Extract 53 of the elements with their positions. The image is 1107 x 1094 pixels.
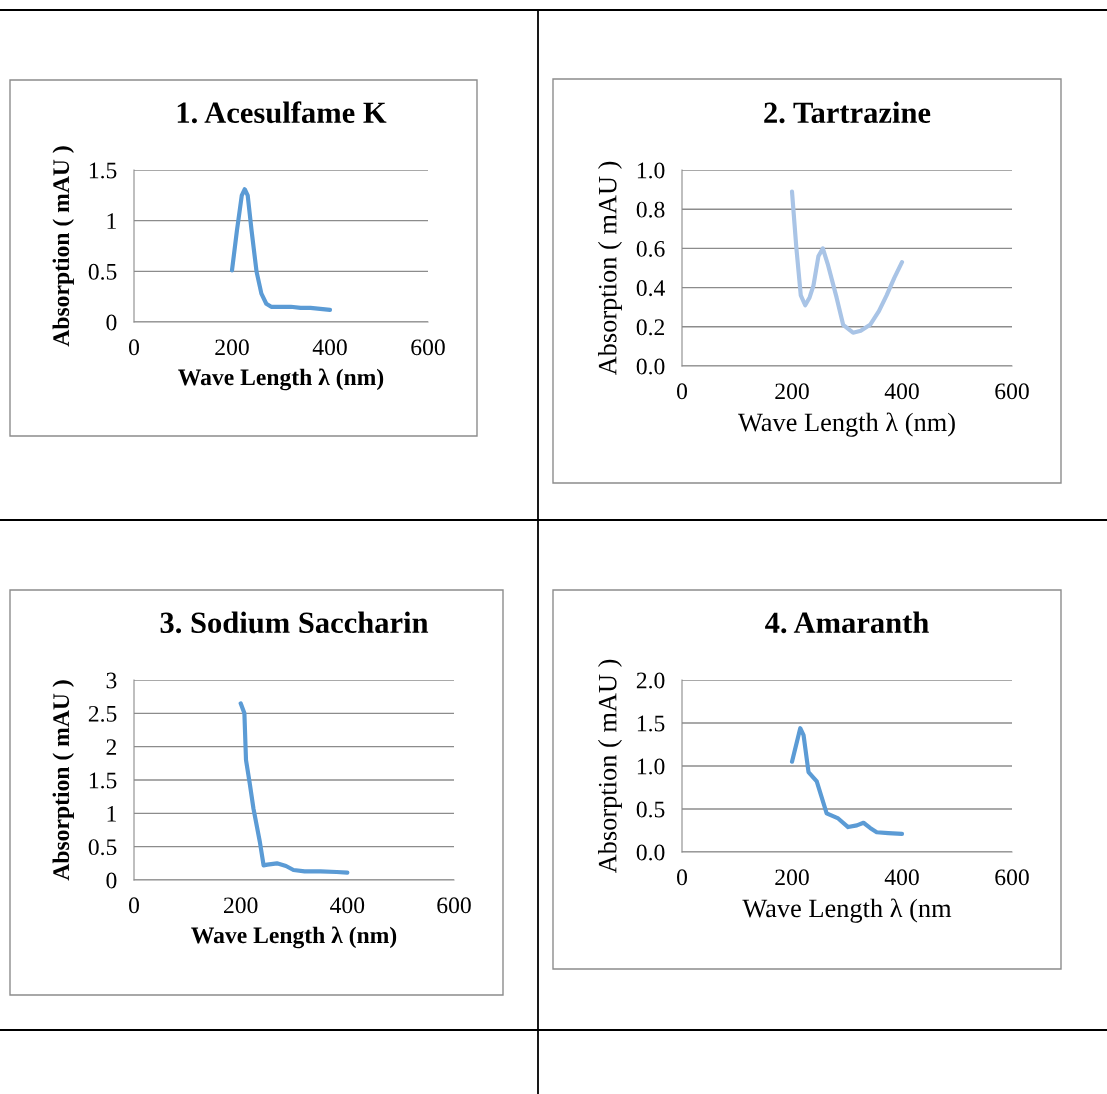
x-tick-label: 400 <box>312 339 347 356</box>
y-tick-label: 0.5 <box>88 263 117 280</box>
x-tick-label: 200 <box>224 897 258 914</box>
y-axis-title: Absorption ( mAU ) <box>598 161 622 376</box>
x-tick-label: 200 <box>775 383 809 400</box>
y-axis-title: Absorption ( mAU ) <box>52 146 74 347</box>
line-series <box>238 701 350 875</box>
y-tick-label: 0.2 <box>636 319 665 336</box>
y-tick-label: 3 <box>106 672 117 689</box>
x-axis-title: Wave Length λ (nm) <box>178 368 384 391</box>
y-tick-label: 0.0 <box>636 358 665 375</box>
x-tick-label: 0 <box>677 869 687 886</box>
x-tick-label: 200 <box>215 339 249 356</box>
x-axis-title: Wave Length λ (nm) <box>738 412 955 437</box>
y-tick-label: 0.5 <box>636 801 665 818</box>
y-tick-label: 2.5 <box>88 705 117 722</box>
chart-title: 3. Sodium Saccharin <box>160 611 429 634</box>
x-tick-label: 600 <box>995 383 1029 400</box>
chart-title: 2. Tartrazine <box>764 101 931 124</box>
y-tick-label: 1.0 <box>637 162 665 179</box>
y-tick-label: 0 <box>106 314 117 331</box>
y-tick-label: 0.5 <box>88 839 117 856</box>
x-tick-label: 0 <box>129 339 139 356</box>
y-tick-label: 1.0 <box>637 758 665 775</box>
y-tick-label: 1.5 <box>637 715 665 732</box>
x-axis-title: Wave Length λ (nm <box>742 898 952 923</box>
line-series <box>789 726 905 837</box>
x-tick-label: 600 <box>995 869 1029 886</box>
y-tick-label: 0.8 <box>636 201 665 218</box>
line-series <box>229 187 333 312</box>
y-axis-title: Absorption ( mAU ) <box>52 680 74 881</box>
x-tick-label: 600 <box>411 339 445 356</box>
y-axis-title: Absorption ( mAU ) <box>598 659 622 874</box>
x-axis-title: Wave Length λ (nm) <box>191 926 397 949</box>
x-tick-label: 0 <box>677 383 687 400</box>
x-tick-label: 200 <box>775 869 809 886</box>
y-tick-label: 1.5 <box>89 162 117 179</box>
chart-title: 4. Amaranth <box>765 611 929 634</box>
chart-title: 1. Acesulfame K <box>177 101 387 124</box>
y-tick-label: 0.0 <box>636 844 665 861</box>
y-tick-label: 0.6 <box>636 240 665 257</box>
x-tick-label: 600 <box>437 897 471 914</box>
y-tick-label: 2.0 <box>636 672 665 689</box>
line-series <box>789 189 905 335</box>
y-tick-label: 1 <box>107 213 116 229</box>
y-tick-label: 2 <box>106 739 117 755</box>
x-tick-label: 0 <box>129 897 139 914</box>
y-tick-label: 1.5 <box>89 772 117 789</box>
x-tick-label: 400 <box>330 897 365 914</box>
y-tick-label: 1 <box>107 805 116 822</box>
x-tick-label: 400 <box>884 869 919 886</box>
y-tick-label: 0.4 <box>636 280 665 297</box>
x-tick-label: 400 <box>884 383 919 400</box>
